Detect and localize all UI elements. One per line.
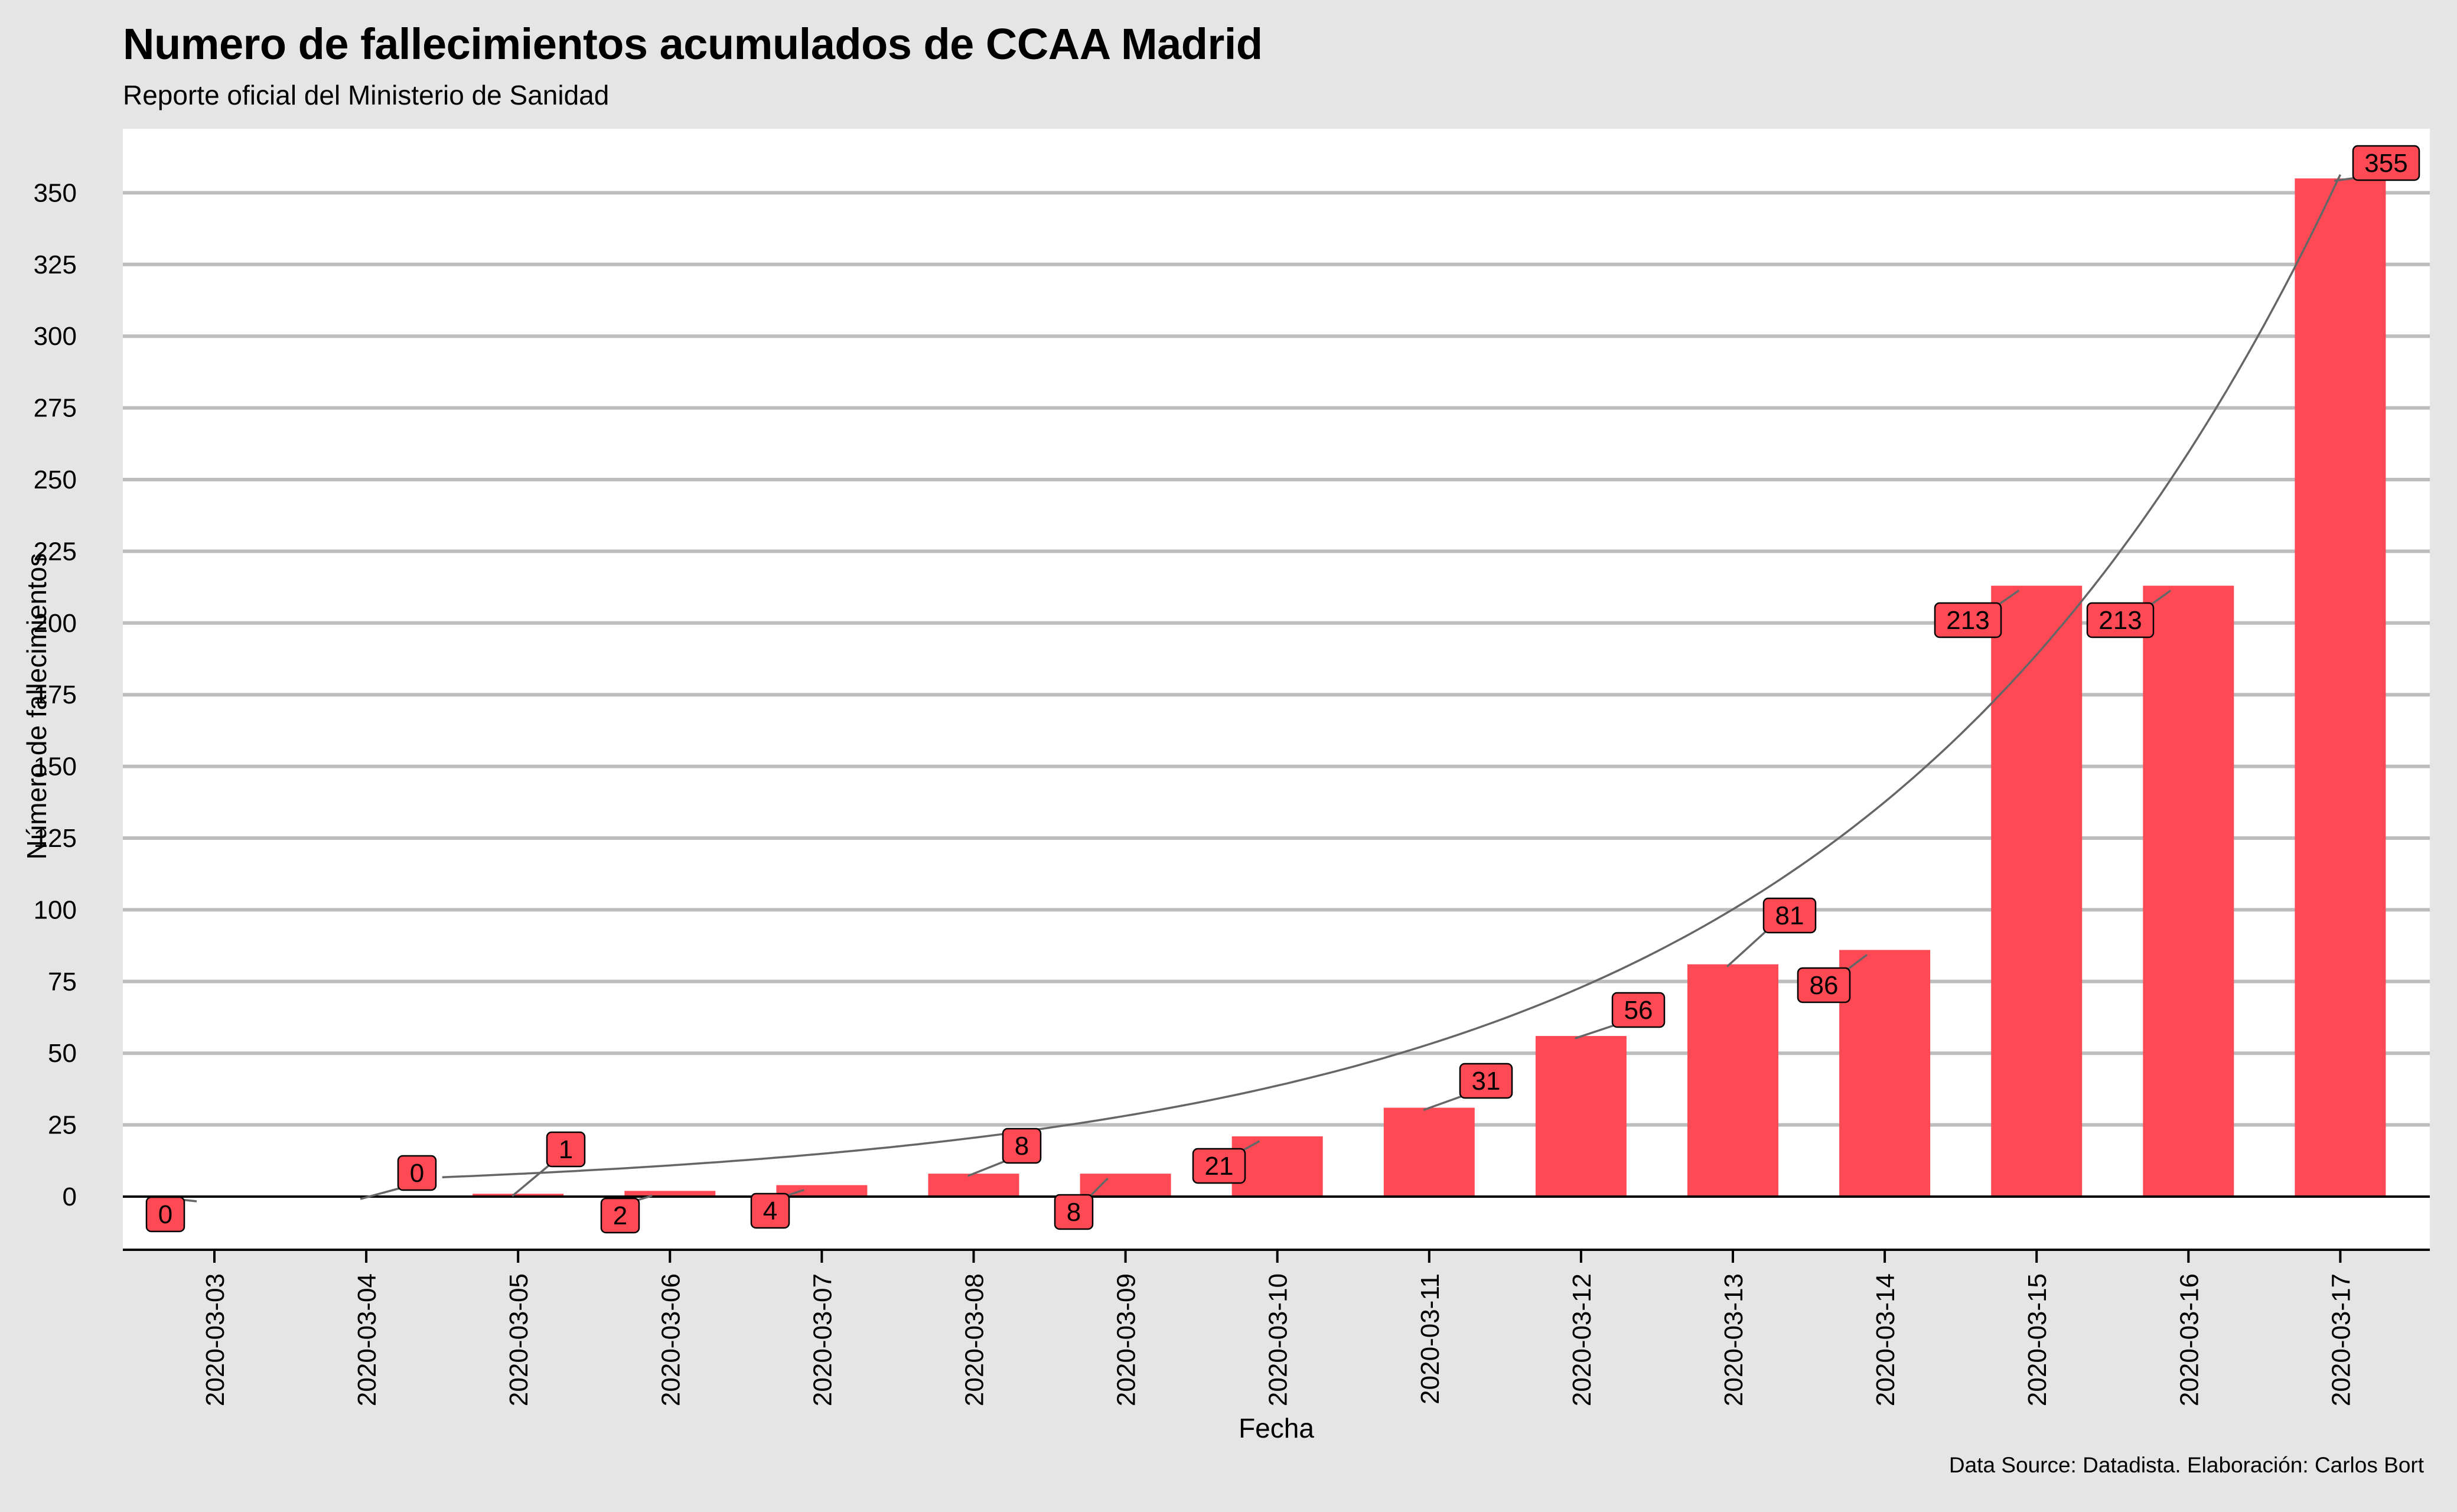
label-leader (1575, 1024, 1617, 1040)
trend-line (442, 174, 2341, 1178)
y-tick-label: 325 (34, 250, 77, 279)
y-tick-label: 100 (34, 895, 77, 924)
data-label: 86 (1810, 971, 1839, 1000)
label-leader (360, 1187, 402, 1200)
data-labels: 0 0 1 2 4 8 8 21 31 56 81 86 213 213 355 (145, 145, 2420, 1234)
data-label-box (1192, 1148, 1246, 1184)
y-axis-title: Número de fallecimientos (21, 553, 52, 859)
y-tick-label: 25 (48, 1111, 77, 1140)
x-tick-label: 2020-03-15 (2023, 1273, 2052, 1406)
x-tick-label: 2020-03-13 (1719, 1273, 1748, 1406)
data-label-box (750, 1192, 790, 1229)
data-label-box (1002, 1128, 1042, 1164)
x-tick-label: 2020-03-12 (1568, 1273, 1596, 1406)
label-leader (1996, 589, 2020, 607)
data-label: 21 (1205, 1152, 1234, 1181)
data-label: 4 (763, 1197, 777, 1226)
bar (928, 1174, 1019, 1197)
chart-title: Numero de fallecimientos acumulados de C… (123, 19, 1263, 69)
data-label-box (145, 1196, 185, 1233)
x-tick-label: 2020-03-08 (960, 1273, 989, 1406)
data-label-box (2352, 145, 2420, 181)
data-label: 56 (1624, 996, 1653, 1025)
x-tick-label: 2020-03-14 (1871, 1273, 1900, 1406)
label-leader (2334, 177, 2357, 182)
data-label-box (397, 1155, 437, 1191)
data-label: 31 (1472, 1067, 1501, 1096)
label-leader (967, 1159, 1007, 1177)
axes (123, 1195, 2430, 1263)
y-tick-label: 0 (63, 1182, 77, 1211)
y-tick-label: 150 (34, 752, 77, 781)
label-leader (1845, 953, 1868, 972)
data-source-caption: Data Source: Datadista. Elaboración: Car… (1948, 1453, 2424, 1477)
label-leader (1241, 1140, 1260, 1152)
bar (776, 1185, 868, 1197)
bar (1991, 585, 2083, 1197)
plot-panel (123, 129, 2430, 1250)
label-leader (1088, 1177, 1109, 1198)
data-label-box (1054, 1194, 1094, 1230)
x-tick-label: 2020-03-16 (2175, 1273, 2204, 1406)
data-label: 1 (559, 1135, 573, 1164)
y-tick-label: 75 (48, 967, 77, 996)
x-tick-label: 2020-03-17 (2326, 1273, 2355, 1406)
y-tick-label: 50 (48, 1039, 77, 1068)
y-tick-label: 200 (34, 609, 77, 638)
label-leader (1423, 1094, 1464, 1112)
x-tick-label: 2020-03-07 (808, 1273, 837, 1406)
y-tick-label: 300 (34, 322, 77, 351)
x-tick-label: 2020-03-09 (1112, 1273, 1141, 1406)
data-label-box (2086, 602, 2155, 638)
x-axis-title: Fecha (1239, 1413, 1314, 1443)
data-label-box (1459, 1063, 1513, 1099)
data-label-box (1762, 897, 1817, 934)
data-label: 0 (410, 1159, 424, 1188)
trend-curve (442, 174, 2341, 1178)
label-leader (1726, 929, 1768, 967)
y-tick-label: 175 (34, 680, 77, 709)
x-tick-label: 2020-03-06 (656, 1273, 685, 1406)
bar (1383, 1107, 1475, 1197)
data-label: 355 (2364, 149, 2407, 178)
data-label: 0 (158, 1200, 172, 1229)
data-label: 8 (1067, 1198, 1081, 1227)
bar (472, 1194, 564, 1197)
x-tick-label: 2020-03-11 (1416, 1273, 1445, 1405)
x-tick-label: 2020-03-03 (201, 1273, 230, 1406)
data-label: 2 (613, 1201, 627, 1230)
label-leader (2149, 589, 2172, 607)
y-tick-labels: 0 25 50 75 100 125 150 175 200 225 250 275 300 325 350 (34, 178, 77, 1211)
x-tick-label: 2020-03-05 (504, 1273, 533, 1406)
bar (2295, 178, 2386, 1197)
x-tick-label: 2020-03-04 (353, 1273, 382, 1406)
bar (1687, 964, 1778, 1197)
data-label: 213 (1946, 606, 1989, 635)
data-label-box (1611, 992, 1666, 1028)
bar (1080, 1174, 1171, 1197)
y-tick-label: 250 (34, 465, 77, 494)
data-label-box (546, 1131, 586, 1168)
bars (472, 178, 2386, 1197)
chart-subtitle: Reporte oficial del Ministerio de Sanida… (123, 80, 610, 110)
data-label: 213 (2098, 606, 2142, 635)
bar (1839, 950, 1931, 1197)
data-label-box (1797, 967, 1851, 1003)
data-label-box (1934, 602, 2002, 638)
bar (1231, 1136, 1323, 1197)
y-tick-label: 275 (34, 394, 77, 423)
y-tick-label: 350 (34, 178, 77, 207)
x-tick-label: 2020-03-10 (1264, 1273, 1293, 1406)
bar (1535, 1036, 1627, 1197)
data-label: 81 (1775, 901, 1804, 930)
x-tick-labels: 2020-03-03 2020-03-04 2020-03-05 2020-03-06… (201, 1273, 2355, 1406)
bar (2143, 585, 2234, 1197)
bar (624, 1191, 716, 1197)
y-tick-label: 225 (34, 537, 77, 566)
data-label-box (600, 1197, 640, 1234)
y-tick-label: 125 (34, 824, 77, 853)
data-label: 8 (1015, 1132, 1029, 1161)
label-leader (511, 1163, 552, 1197)
